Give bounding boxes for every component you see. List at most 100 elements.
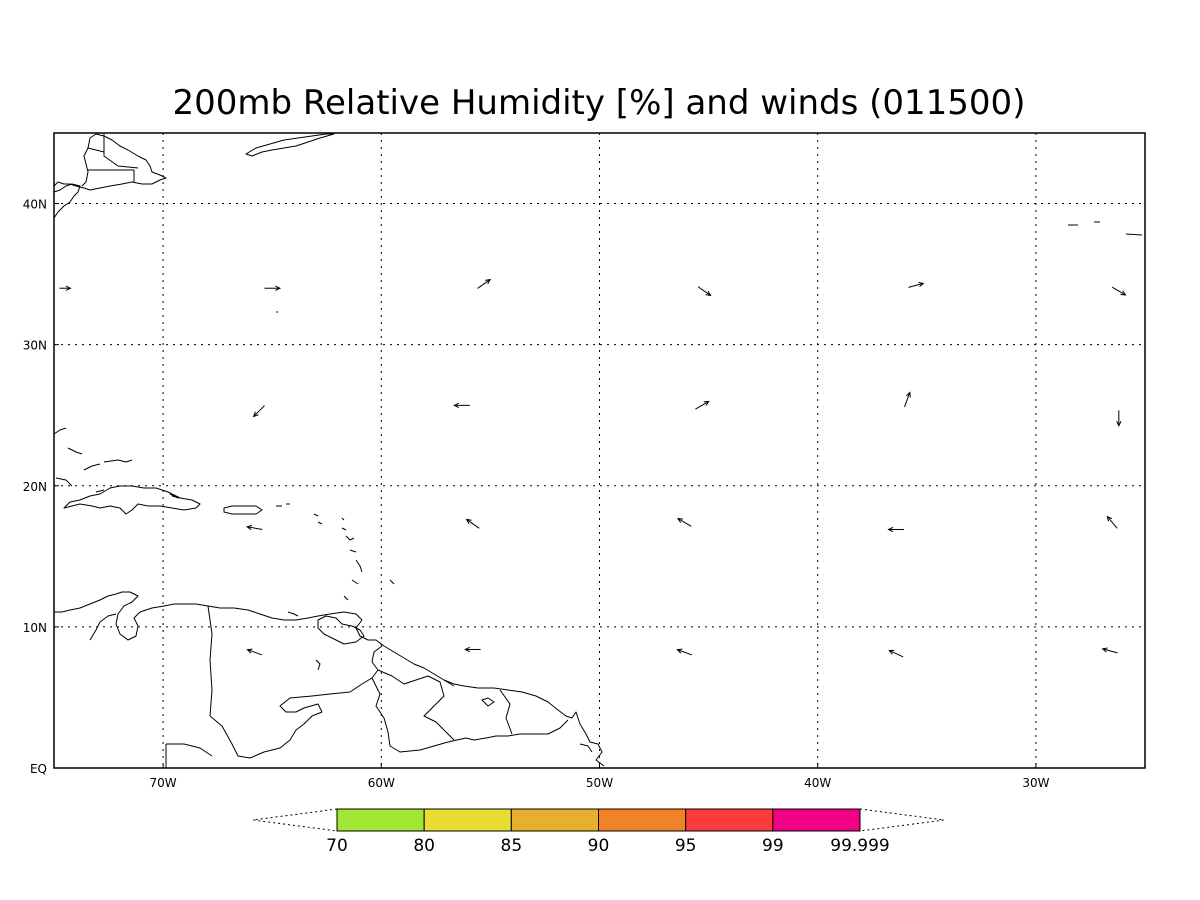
x-tick-label: 50W (586, 776, 613, 790)
wind-arrow-shaft (677, 518, 692, 527)
wind-arrow-head (1116, 421, 1122, 427)
wind-arrow-head (1120, 290, 1127, 296)
y-tick-label: 40N (23, 198, 47, 212)
wind-arrow-shaft (1102, 648, 1118, 654)
wind-arrow-head (464, 646, 470, 653)
wind-arrow-head (275, 285, 282, 291)
wind-arrow-shaft (695, 401, 709, 410)
wind-arrow-shaft (253, 405, 265, 417)
wind-arrow-head (453, 402, 460, 408)
state-borders (87, 134, 139, 182)
wind-arrow-shaft (477, 279, 491, 289)
wind-arrow (676, 648, 693, 656)
wind-arrow (676, 518, 692, 527)
wind-arrow-shaft (904, 392, 911, 408)
wind-arrow-shaft (697, 286, 711, 296)
wind-arrow-shaft (889, 649, 904, 658)
wind-arrow (264, 285, 282, 291)
wind-arrow-shaft (908, 282, 924, 288)
wind-arrow (1106, 515, 1118, 529)
wind-arrow-shaft (466, 519, 480, 529)
coastline-islands-north (276, 221, 1143, 313)
colorbar-extend-low (252, 808, 338, 832)
wind-vectors (59, 278, 1127, 658)
wind-arrow (908, 281, 925, 288)
x-tick-label: 60W (368, 776, 395, 790)
y-tick-label: 30N (23, 339, 47, 353)
wind-arrow-head (888, 649, 895, 655)
coastlines (53, 133, 1143, 768)
coastline-trinidad (317, 615, 365, 645)
map-plot-area: 70W 60W 50W 40W 30W EQ 10N 20N 30N 40N (23, 132, 1146, 790)
coastline-hispaniola (63, 485, 201, 515)
chart-title: 200mb Relative Humidity [%] and winds (0… (173, 83, 1026, 123)
country-borders-south-america (89, 605, 569, 768)
coastline-bahamas (53, 427, 181, 499)
wind-arrow-head (676, 518, 683, 524)
wind-arrow-shaft (247, 526, 263, 530)
wind-arrow (252, 405, 265, 418)
wind-arrow-head (887, 526, 894, 533)
wind-arrow (246, 524, 263, 531)
wind-arrow (1101, 647, 1118, 654)
wind-arrow (453, 402, 470, 408)
wind-arrow (888, 649, 904, 658)
coastline-lakes (315, 659, 593, 753)
coastline-nova-scotia (245, 133, 335, 157)
wind-arrow-head (252, 411, 259, 418)
x-tick-label: 30W (1022, 776, 1049, 790)
wind-arrow (1111, 286, 1127, 296)
wind-arrow-head (918, 281, 925, 288)
wind-arrow (464, 646, 481, 653)
wind-arrow-shaft (677, 649, 693, 656)
wind-arrow (697, 286, 712, 297)
colorbar-segment (510, 808, 600, 832)
wind-arrow-head (703, 400, 710, 406)
wind-arrow-head (1106, 515, 1113, 522)
colorbar-label: 99.999 (830, 836, 889, 856)
coastline-puerto-rico (223, 505, 263, 515)
wind-arrow (887, 526, 904, 533)
wind-arrow (59, 285, 72, 291)
coastline-lesser-antilles (276, 503, 395, 617)
colorbar-segment (598, 808, 687, 832)
wind-arrow-shaft (1111, 286, 1126, 296)
wind-arrow (904, 391, 911, 408)
x-tick-label: 40W (804, 776, 831, 790)
y-tick-label: 20N (23, 480, 47, 494)
colorbar-extend-high (859, 808, 945, 832)
wind-arrow-shaft (247, 649, 263, 656)
axis-ticks: 70W 60W 50W 40W 30W EQ 10N 20N 30N 40N (23, 198, 1050, 790)
colorbar-label: 99 (762, 836, 784, 856)
wind-arrow-head (1101, 647, 1108, 653)
wind-arrow-head (905, 391, 911, 398)
wind-arrow-head (705, 290, 712, 297)
wind-arrow-head (485, 278, 492, 285)
colorbar-segment (336, 808, 425, 832)
wind-arrow (695, 400, 710, 410)
wind-arrow-head (676, 648, 683, 654)
wind-arrow (477, 278, 492, 289)
coastline-north-america (53, 133, 167, 219)
x-tick-label: 70W (150, 776, 177, 790)
wind-arrow-shaft (1106, 516, 1118, 529)
wind-arrow-head (65, 285, 72, 291)
wind-arrow-head (465, 518, 472, 525)
grid-lines (54, 133, 1145, 768)
coastline-south-america (54, 591, 605, 767)
colorbar-label: 70 (326, 836, 348, 856)
colorbar-label: 80 (413, 836, 435, 856)
y-tick-label: 10N (23, 621, 47, 635)
colorbar-label: 95 (675, 836, 697, 856)
colorbar-label: 85 (501, 836, 523, 856)
colorbar-segment (772, 808, 861, 832)
colorbar-segment (685, 808, 774, 832)
wind-arrow-head (246, 524, 253, 531)
wind-arrow (465, 518, 480, 529)
y-tick-label: EQ (30, 762, 47, 776)
colorbar-segment (423, 808, 512, 832)
wind-arrow (246, 648, 263, 656)
wind-arrow (1116, 410, 1122, 427)
colorbar: 70 80 85 90 95 99 99.999 (252, 808, 945, 856)
